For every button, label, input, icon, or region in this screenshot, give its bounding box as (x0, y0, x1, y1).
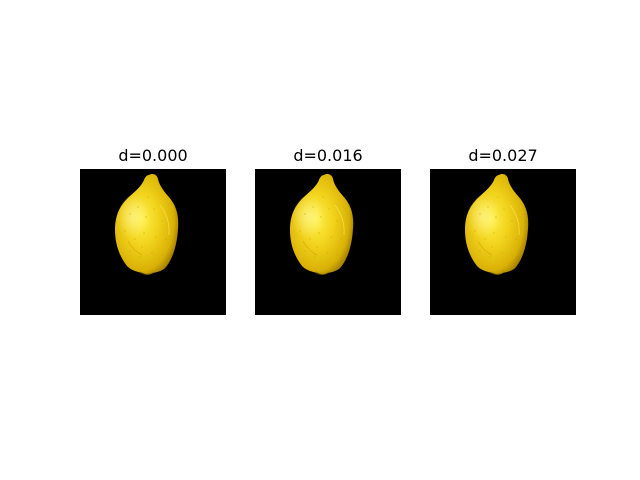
lemon-image (80, 169, 226, 315)
lemon-icon (255, 169, 401, 315)
image-panel-3: d=0.027 (430, 144, 576, 316)
image-panel-1: d=0.000 (80, 144, 226, 316)
lemon-image (255, 169, 401, 315)
lemon-icon (80, 169, 226, 315)
panel-title: d=0.016 (293, 146, 363, 165)
panel-title: d=0.027 (468, 146, 538, 165)
panel-title: d=0.000 (118, 146, 188, 165)
lemon-icon (430, 169, 576, 315)
image-panel-2: d=0.016 (255, 144, 401, 316)
lemon-image (430, 169, 576, 315)
